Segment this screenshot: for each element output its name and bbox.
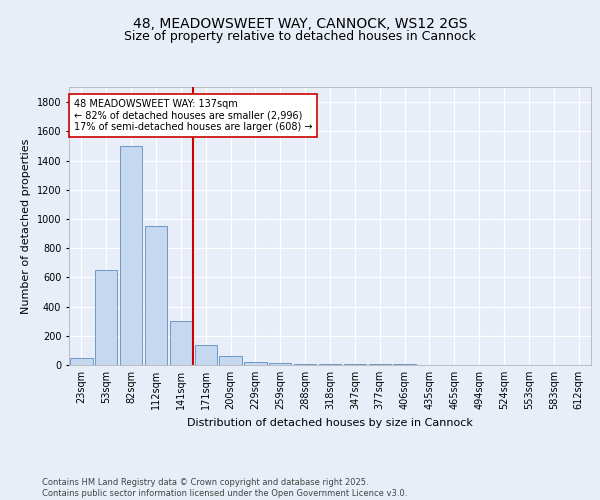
Text: Contains HM Land Registry data © Crown copyright and database right 2025.
Contai: Contains HM Land Registry data © Crown c… (42, 478, 407, 498)
Bar (70, 358, 92, 365)
Bar (368, 364, 391, 365)
Bar (95, 270, 118, 365)
Text: 48, MEADOWSWEET WAY, CANNOCK, WS12 2GS: 48, MEADOWSWEET WAY, CANNOCK, WS12 2GS (133, 18, 467, 32)
Bar (145, 226, 167, 365)
Bar (294, 364, 316, 365)
Bar (194, 346, 217, 365)
Bar (244, 362, 266, 365)
Bar (394, 364, 416, 365)
Y-axis label: Number of detached properties: Number of detached properties (21, 138, 31, 314)
Bar (269, 363, 292, 365)
Bar (170, 321, 192, 365)
Bar (120, 146, 142, 365)
Text: 48 MEADOWSWEET WAY: 137sqm
← 82% of detached houses are smaller (2,996)
17% of s: 48 MEADOWSWEET WAY: 137sqm ← 82% of deta… (74, 99, 313, 132)
Bar (344, 364, 366, 365)
Text: Size of property relative to detached houses in Cannock: Size of property relative to detached ho… (124, 30, 476, 43)
Bar (220, 356, 242, 365)
X-axis label: Distribution of detached houses by size in Cannock: Distribution of detached houses by size … (187, 418, 473, 428)
Bar (319, 364, 341, 365)
